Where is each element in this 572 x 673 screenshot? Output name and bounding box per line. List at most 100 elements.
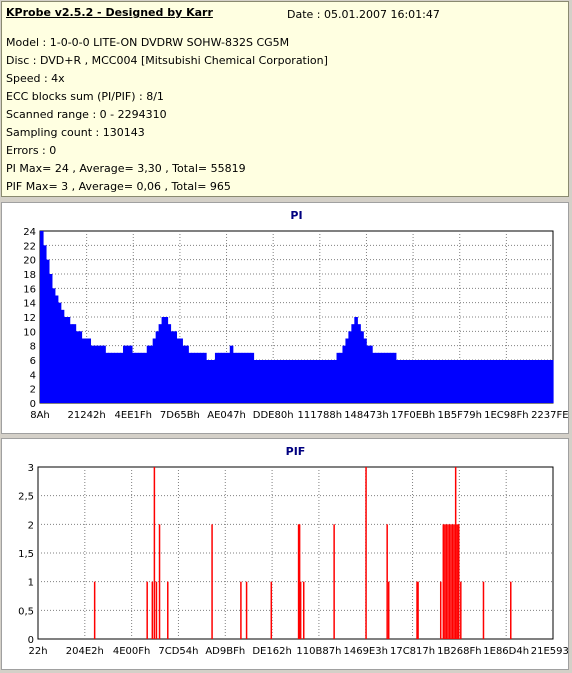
pi-bar [550,360,554,403]
pi-bar [508,360,513,403]
pi-bar [484,360,489,403]
pif-bar [417,581,419,639]
pi-bar [197,352,201,403]
pi-bar [214,352,219,403]
pif-bar [146,581,148,639]
pif-bar [442,524,445,639]
pi-bar [360,331,364,403]
pi-bar [137,352,142,403]
pi-bar [232,352,237,403]
pif-bar [416,581,418,639]
pi-bar [108,352,112,403]
pi-bar [200,352,204,403]
pi-bar [378,352,382,403]
y-tick-label: 24 [23,227,36,238]
pi-bar [318,360,323,403]
pif-bar [153,467,156,639]
pi-bar [223,352,228,403]
chart-title: PI [290,209,302,222]
pi-bar [297,360,302,403]
pi-bar [381,352,385,403]
pi-bar [351,324,355,403]
pi-bar [425,360,430,403]
x-tick-label: 17F0EBh [391,410,435,421]
pi-bar [496,360,501,403]
pi-bar [410,360,415,403]
pi-bar [220,352,225,403]
x-tick-label: DDE80h [253,410,294,421]
x-tick-label: 1E86D4h [483,646,529,657]
pi-bar [431,360,435,403]
pi-bar [469,360,474,403]
pi-bar [235,352,240,403]
pif-bar [298,524,301,639]
pi-bar [547,360,551,403]
pi-bar [366,345,370,403]
pi-bar [167,324,172,403]
y-tick-label: 22 [23,241,36,252]
pi-bar [229,345,234,403]
y-tick-label: 1 [28,578,34,589]
pi-bar [532,360,536,403]
pi-bar [51,288,56,403]
x-tick-label: 2237FEh [531,410,568,421]
y-tick-label: 18 [23,270,36,281]
pi-bar [271,360,275,403]
pi-bar [520,360,524,403]
pi-bar [333,360,338,403]
pi-bar [413,360,418,403]
pi-bar [398,360,403,403]
pi-bar [268,360,272,403]
pi-bar [416,360,421,403]
pif-bar [365,467,367,639]
chart-title: PIF [286,445,306,458]
pi-bar [203,352,207,403]
pi-bar [78,331,83,403]
pi-bar [164,317,169,403]
pi-bar [146,345,151,403]
info-speed: Speed : 4x [6,72,65,85]
info-panel: KProbe v2.5.2 - Designed by Karr Date : … [1,1,569,197]
y-tick-label: 0 [28,635,34,646]
pi-bar [81,338,86,403]
x-tick-label: 21242h [68,410,106,421]
pi-bar [541,360,545,403]
pi-bar [339,352,344,403]
pif-bar [302,581,305,639]
pi-bar [303,360,308,403]
pi-bar [60,309,65,403]
pi-bar [475,360,480,403]
scan-date: Date : 05.01.2007 16:01:47 [287,8,440,21]
pif-bar [458,524,460,639]
pi-bar [96,345,100,403]
x-tick-label: DE162h [252,646,291,657]
pi-bar [357,324,361,403]
pi-bar [105,352,109,403]
info-pi-stats: PI Max= 24 , Average= 3,30 , Total= 5581… [6,162,246,175]
pi-bar [292,360,296,403]
pi-bar [446,360,450,403]
y-tick-label: 0,5 [18,606,34,617]
pif-bar [451,524,454,639]
pi-bar [481,360,486,403]
y-tick-label: 4 [30,370,36,381]
pi-bar [514,360,519,403]
y-tick-label: 14 [23,299,36,310]
x-tick-label: 148473h [344,410,389,421]
pi-bar [209,360,213,403]
pi-bar [241,352,246,403]
x-tick-label: 1B5F79h [438,410,482,421]
pif-bar [297,524,300,639]
pi-bar [158,324,163,403]
info-pif-stats: PIF Max= 3 , Average= 0,06 , Total= 965 [6,180,231,193]
pi-bar [452,360,456,403]
pi-bar [140,352,145,403]
pi-bar [256,360,261,403]
pi-bar [419,360,424,403]
pi-bar [265,360,269,403]
x-tick-label: 8Ah [30,410,50,421]
pi-bar [194,352,198,403]
pi-bar [286,360,290,403]
pi-bar [295,360,299,403]
